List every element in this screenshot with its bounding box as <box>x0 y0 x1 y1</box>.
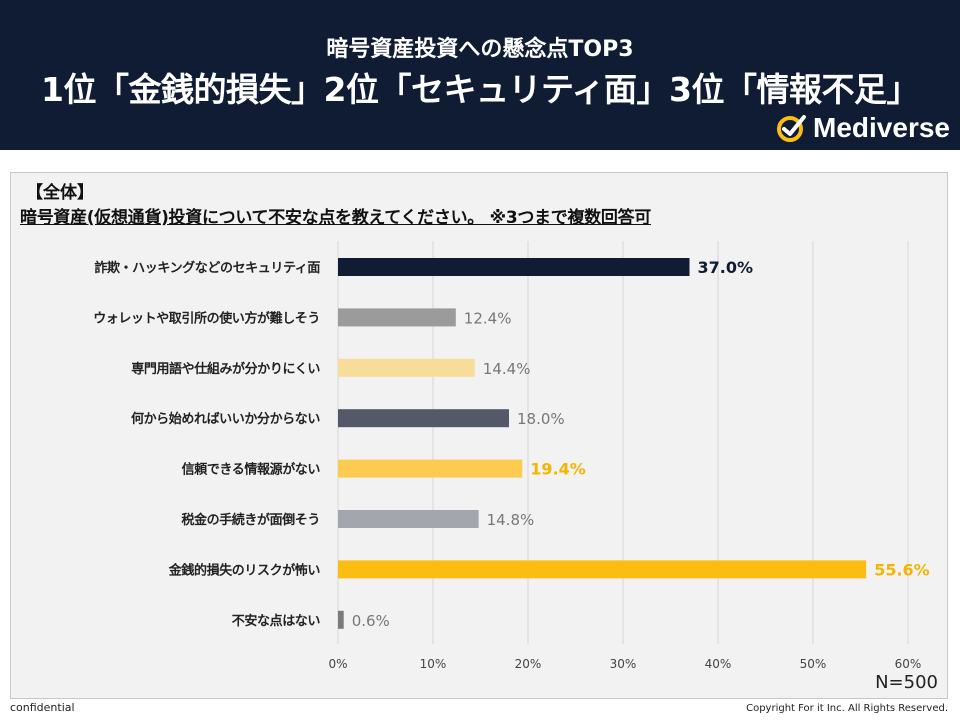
bar <box>338 560 867 579</box>
data-label: 18.0% <box>517 410 565 428</box>
category-label: 専門用語や仕組みが分かりにくい <box>131 361 320 377</box>
x-tick-label: 0% <box>328 657 347 671</box>
bar <box>338 510 479 528</box>
category-label: 信頼できる情報源がない <box>182 462 321 478</box>
confidential-label: confidential <box>10 701 75 714</box>
copyright-notice: Copyright For it Inc. All Rights Reserve… <box>746 703 948 714</box>
bar <box>338 358 475 377</box>
data-label: 37.0% <box>698 258 754 277</box>
header-subtitle: 暗号資産投資への懸念点TOP3 <box>326 37 634 62</box>
bar <box>338 409 509 428</box>
check-circle-logo-icon <box>777 115 807 142</box>
bar <box>338 610 344 629</box>
data-label: 14.4% <box>483 360 531 378</box>
question-text: 暗号資産(仮想通貨)投資について不安な点を教えてください。 ※3つまで複数回答可 <box>20 208 651 228</box>
x-tick-label: 30% <box>610 657 637 671</box>
category-label: 詐欺・ハッキングなどのセキュリティ面 <box>94 260 320 276</box>
bar <box>338 308 456 327</box>
x-tick-label: 20% <box>515 657 542 671</box>
data-label: 0.6% <box>352 612 390 630</box>
bar <box>338 459 523 478</box>
sample-size-label: N=500 <box>875 672 938 693</box>
data-label: 12.4% <box>464 309 512 327</box>
brand-name: Mediverse <box>813 112 950 143</box>
data-label: 14.8% <box>487 511 535 529</box>
header-title: 1位「金銭的損失」2位「セキュリティ面」3位「情報不足」 <box>41 70 919 109</box>
category-label: 税金の手続きが面倒そう <box>181 512 320 528</box>
question-tag: 【全体】 <box>26 183 94 203</box>
data-label: 19.4% <box>530 460 586 479</box>
x-tick-label: 60% <box>895 657 922 671</box>
data-label: 55.6% <box>874 560 930 579</box>
x-tick-label: 40% <box>705 657 732 671</box>
category-label: 金銭的損失のリスクが怖い <box>168 562 321 578</box>
brand-logo: Mediverse <box>775 110 950 146</box>
header-banner: 暗号資産投資への懸念点TOP3 1位「金銭的損失」2位「セキュリティ面」3位「情… <box>0 0 960 150</box>
category-label: ウォレットや取引所の使い方が難しそう <box>93 310 320 326</box>
x-tick-label: 50% <box>800 657 827 671</box>
bar <box>338 258 690 276</box>
x-tick-label: 10% <box>420 657 447 671</box>
category-label: 何から始めればいいか分からない <box>131 411 320 427</box>
category-label: 不安な点はない <box>232 613 321 629</box>
